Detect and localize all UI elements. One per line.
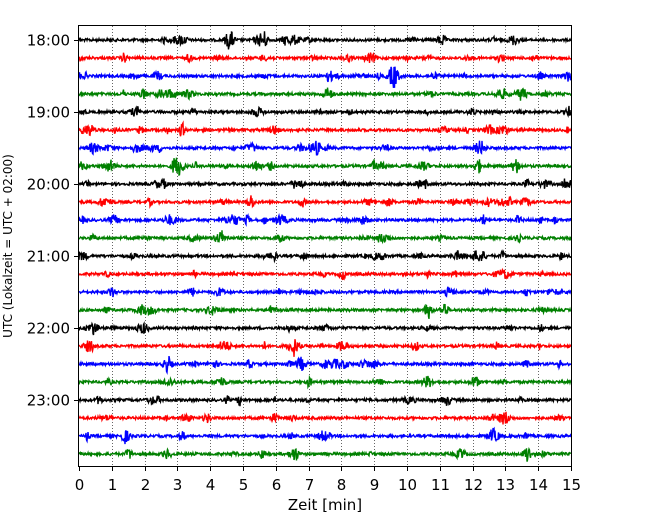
trace-19:30	[78, 140, 572, 156]
trace-20:30	[78, 212, 572, 227]
x-tick-label: 0	[75, 476, 85, 494]
trace-21:00	[78, 249, 572, 264]
y-tick-label: 20:00	[27, 176, 70, 194]
x-tick-label: 5	[239, 476, 249, 494]
x-tick-label: 3	[173, 476, 183, 494]
x-tick-label: 1	[108, 476, 118, 494]
x-tick-label: 14	[529, 476, 548, 494]
x-tick-label: 8	[337, 476, 347, 494]
trace-20:00	[78, 177, 572, 190]
x-tick-label: 12	[464, 476, 483, 494]
y-tick-label: 18:00	[27, 32, 70, 50]
trace-18:15	[78, 51, 572, 64]
trace-22:15	[78, 339, 572, 357]
trace-18:00	[78, 31, 572, 50]
y-tick-label: 23:00	[27, 392, 70, 410]
trace-21:45	[78, 303, 572, 319]
trace-18:45	[78, 87, 572, 101]
trace-19:45	[78, 157, 572, 176]
y-tick-label: 19:00	[27, 104, 70, 122]
y-axis-label: UTC (Lokalzeit = UTC + 02:00)	[1, 154, 15, 338]
x-axis-label: Zeit [min]	[288, 496, 362, 514]
y-tick-label: 21:00	[27, 248, 70, 266]
trace-19:15	[78, 120, 572, 137]
y-axis-ticks: 18:00 19:00 20:00 21:00 22:00 23:00	[27, 32, 79, 410]
trace-19:00	[78, 105, 572, 118]
trace-18:30	[78, 66, 572, 88]
x-tick-label: 13	[496, 476, 515, 494]
x-axis-ticks: 0 1 2 3 4 5 6 7 8 9 10 11 12 13 14 15	[75, 466, 581, 494]
grid-lines	[112, 26, 539, 466]
x-tick-label: 9	[370, 476, 380, 494]
trace-22:45	[78, 374, 572, 390]
trace-20:45	[78, 230, 572, 245]
x-tick-label: 7	[305, 476, 315, 494]
x-tick-label: 11	[431, 476, 450, 494]
x-tick-label: 4	[206, 476, 216, 494]
trace-23:45	[78, 447, 572, 462]
trace-21:15	[78, 267, 572, 281]
trace-23:15	[78, 411, 572, 425]
x-tick-label: 15	[562, 476, 581, 494]
trace-22:30	[78, 355, 572, 376]
trace-20:15	[78, 195, 572, 209]
plot-frame	[78, 25, 572, 467]
trace-22:00	[78, 321, 572, 336]
seismic-traces	[78, 31, 572, 462]
y-tick-label: 22:00	[27, 320, 70, 338]
x-tick-label: 2	[141, 476, 151, 494]
trace-21:30	[78, 286, 572, 298]
trace-23:30	[78, 426, 572, 445]
trace-23:00	[78, 394, 572, 407]
x-tick-label: 6	[272, 476, 282, 494]
x-tick-label: 10	[398, 476, 417, 494]
